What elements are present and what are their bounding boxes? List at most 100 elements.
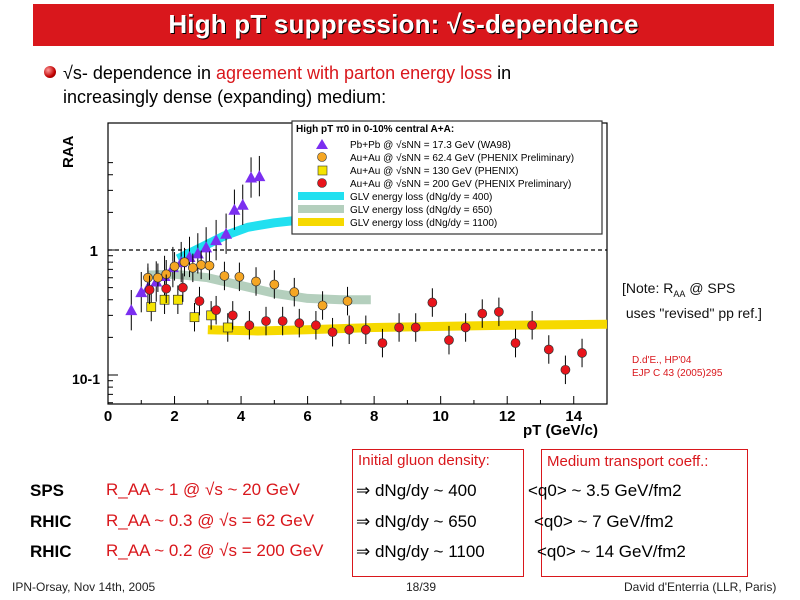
note: [Note: RAA @ SPS uses "revised" pp ref.]	[622, 279, 762, 323]
row-label-sps: SPS	[30, 481, 65, 500]
raa-rhic-62: R_AA ~ 0.3 @ √s = 62 GeV	[106, 511, 315, 530]
legend-entry: Au+Au @ √sNN = 200 GeV (PHENIX Prelimina…	[350, 178, 571, 190]
phenix62-point	[234, 271, 245, 282]
gluon-density-box	[352, 449, 524, 577]
legend-entry: GLV energy loss (dNg/dy = 400)	[350, 192, 492, 203]
y-tick-label: 1	[90, 243, 98, 260]
phenix62-point	[317, 300, 328, 311]
legend-entry: Au+Au @ √sNN = 62.4 GeV (PHENIX Prelimin…	[350, 152, 574, 164]
gluon-density-label: Initial gluon density:	[358, 452, 490, 469]
x-tick-label: 12	[499, 408, 516, 425]
reference: D.d'E., HP'04 EJP C 43 (2005)295	[632, 354, 722, 380]
legend-marker-band	[298, 192, 344, 200]
density-rhic-62: ⇒ dNg/dy ~ 650	[356, 512, 477, 531]
raa-sps: R_AA ~ 1 @ √s ~ 20 GeV	[106, 480, 300, 499]
phenix200-point	[244, 320, 255, 331]
legend-marker-square	[317, 165, 328, 176]
raa-rhic-200: R_AA ~ 0.2 @ √s = 200 GeV	[106, 541, 324, 560]
x-tick-label: 6	[303, 408, 311, 425]
phenix200-point	[327, 327, 338, 338]
note-sub: AA	[673, 288, 686, 299]
legend-entry: Pb+Pb @ √sNN = 17.3 GeV (WA98)	[350, 139, 511, 151]
phenix200-point	[394, 322, 404, 333]
phenix130-point	[159, 294, 170, 305]
q0-rhic-200: <q0> ~ 14 GeV/fm2	[537, 542, 686, 561]
legend-marker-circle	[317, 178, 327, 188]
note-line2: uses "revised" pp ref.]	[625, 304, 762, 321]
row-label-rhic-62: RHIC	[30, 512, 72, 531]
phenix130-point	[222, 322, 233, 333]
phenix62-point	[143, 272, 153, 283]
phenix200-point	[427, 297, 438, 308]
title-bar: High pT suppression: √s-dependence	[33, 4, 774, 46]
legend-entry: Au+Au @ √sNN = 130 GeV (PHENIX)	[350, 165, 518, 177]
wa98-point	[245, 171, 258, 183]
ref-line1: D.d'E., HP'04	[632, 355, 692, 366]
phenix200-point	[477, 308, 488, 319]
phenix200-point	[410, 322, 421, 333]
legend-entry: GLV energy loss (dNg/dy = 1100)	[350, 218, 497, 229]
y-axis-label: RAA	[60, 135, 77, 168]
legend-marker-band	[298, 218, 344, 226]
phenix200-point	[211, 305, 221, 316]
phenix200-point	[510, 338, 521, 348]
wa98-point	[210, 234, 223, 246]
phenix62-point	[289, 287, 300, 298]
density-sps: ⇒ dNg/dy ~ 400	[356, 481, 477, 500]
phenix62-point	[204, 260, 215, 271]
transport-coeff-label: Medium transport coeff.:	[547, 453, 709, 470]
footer-right: David d'Enterria (LLR, Paris)	[624, 580, 777, 594]
phenix200-point	[543, 344, 554, 355]
bullet-icon	[44, 66, 56, 78]
footer-center: 18/39	[406, 580, 437, 594]
wa98-point	[236, 198, 249, 210]
legend-marker-band	[298, 205, 344, 213]
note-line1-end: @ SPS	[685, 280, 736, 296]
wa98-point	[200, 241, 213, 253]
phenix62-point	[269, 279, 280, 290]
wa98-point	[220, 227, 233, 239]
phenix62-point	[342, 296, 353, 306]
theory-band-2	[207, 319, 608, 336]
phenix62-point	[153, 272, 163, 283]
phenix200-point	[194, 296, 205, 306]
theory-band-1	[147, 269, 371, 305]
phenix130-point	[189, 312, 200, 323]
x-tick-label: 0	[104, 408, 112, 425]
phenix62-point	[169, 261, 180, 272]
phenix200-point	[527, 320, 538, 331]
phenix200-point	[494, 307, 504, 317]
phenix62-point	[179, 257, 190, 267]
y-tick-label: 10-1	[72, 371, 100, 387]
phenix62-point	[251, 276, 261, 287]
phenix200-point	[460, 322, 471, 333]
x-axis-label: pT (GeV/c)	[523, 422, 598, 439]
note-line1: [Note: R	[622, 280, 674, 296]
phenix200-point	[577, 348, 587, 358]
q0-rhic-62: <q0> ~ 7 GeV/fm2	[534, 512, 674, 531]
wa98-point	[228, 203, 241, 215]
phenix200-point	[344, 324, 355, 335]
wa98-point	[135, 286, 148, 298]
phenix200-point	[178, 282, 188, 293]
x-tick-label: 8	[370, 408, 378, 425]
legend-marker-triangle	[316, 139, 328, 149]
transport-coeff-box	[541, 449, 748, 577]
phenix200-point	[144, 284, 155, 295]
q0-sps: <q0> ~ 3.5 GeV/fm2	[528, 481, 682, 500]
wa98-point	[253, 170, 266, 182]
wa98-point	[125, 304, 138, 316]
density-rhic-200: ⇒ dNg/dy ~ 1100	[356, 542, 485, 561]
phenix62-point	[219, 271, 230, 281]
phenix200-point	[227, 310, 238, 321]
phenix200-point	[311, 320, 321, 331]
phenix200-point	[560, 364, 571, 375]
page-title: High pT suppression: √s-dependence	[168, 9, 639, 39]
bullet-part2: in	[492, 63, 512, 83]
phenix200-point	[277, 316, 288, 326]
bullet-part1: √s- dependence in	[63, 63, 216, 83]
legend-entry: GLV energy loss (dNg/dy = 650)	[350, 205, 492, 216]
row-label-rhic-200: RHIC	[30, 542, 72, 561]
x-tick-label: 2	[170, 408, 178, 425]
